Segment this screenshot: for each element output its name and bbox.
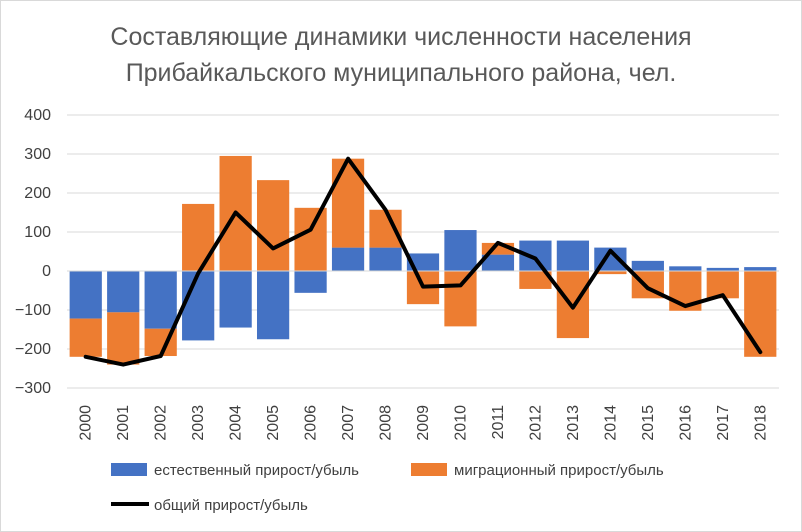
legend-label-natural: естественный прирост/убыль <box>154 462 359 479</box>
x-tick-label-2011: 2011 <box>490 405 507 440</box>
bar-migration-2003 <box>182 203 215 271</box>
bar-migration-2014 <box>594 271 627 275</box>
y-tick-label: 0 <box>42 263 51 280</box>
y-tick-label: 100 <box>24 224 51 241</box>
bar-migration-2018 <box>744 271 777 357</box>
bar-natural-2006 <box>294 271 327 293</box>
y-tick-label: 400 <box>24 107 51 124</box>
y-tick-label: −100 <box>15 302 51 319</box>
x-tick-label-2007: 2007 <box>340 405 357 441</box>
x-tick-label-2005: 2005 <box>265 405 282 441</box>
bar-natural-2002 <box>144 271 177 329</box>
total-line <box>83 156 763 367</box>
x-tick-label-2008: 2008 <box>378 405 395 441</box>
x-tick-label-2014: 2014 <box>602 405 619 441</box>
bar-natural-2008 <box>369 247 402 271</box>
x-tick-label-2001: 2001 <box>115 405 132 441</box>
x-tick-label-2009: 2009 <box>415 405 432 441</box>
bar-natural-2011 <box>481 254 515 271</box>
bar-natural-2013 <box>556 240 590 271</box>
bar-natural-2018 <box>744 267 777 271</box>
bar-natural-2015 <box>631 260 664 271</box>
y-tick-label: −200 <box>15 341 51 358</box>
y-tick-label: 200 <box>24 185 51 202</box>
chart-title-line-2: Прибайкальского муниципального района, ч… <box>126 59 677 87</box>
x-tick-label-2010: 2010 <box>452 405 469 441</box>
bars <box>69 155 777 365</box>
chart-title-line-1: Составляющие динамики численности населе… <box>110 23 691 51</box>
bar-migration-2011 <box>481 242 515 255</box>
legend-swatch-natural <box>111 463 147 476</box>
bar-natural-2010 <box>444 230 477 271</box>
bar-migration-2006 <box>294 207 327 271</box>
legend-swatch-migration <box>411 463 447 476</box>
bar-migration-2001 <box>107 312 140 365</box>
bar-natural-2000 <box>69 271 102 319</box>
bar-natural-2001 <box>107 271 140 313</box>
legend: естественный прирост/убыль миграционный п… <box>111 462 664 514</box>
x-tick-label-2016: 2016 <box>677 405 694 441</box>
x-tick-label-2017: 2017 <box>715 405 732 441</box>
bar-natural-2005 <box>256 271 290 340</box>
bar-natural-2007 <box>331 247 365 271</box>
bar-natural-2017 <box>706 267 739 271</box>
x-tick-label-2006: 2006 <box>303 405 320 441</box>
legend-label-total: общий прирост/убыль <box>154 497 308 514</box>
bar-migration-2005 <box>256 180 290 271</box>
bar-migration-2000 <box>69 318 102 357</box>
x-tick-label-2018: 2018 <box>752 405 769 441</box>
y-tick-label: 300 <box>24 146 51 163</box>
x-tick-label-2004: 2004 <box>228 405 245 441</box>
x-tick-label-2015: 2015 <box>640 405 657 441</box>
x-tick-label-2013: 2013 <box>565 405 582 441</box>
x-axis-ticks: 2000 2001 2002 2003 2004 2005 2006 2007 2008 2009… <box>78 405 770 441</box>
x-tick-label-2012: 2012 <box>527 405 544 441</box>
y-axis-ticks: −300 −200 −100 0 100 200 300 400 <box>15 107 51 397</box>
x-tick-label-2002: 2002 <box>153 405 170 441</box>
y-tick-label: −300 <box>15 380 51 397</box>
x-tick-label-2000: 2000 <box>78 405 95 441</box>
bar-natural-2016 <box>669 266 702 271</box>
x-tick-label-2003: 2003 <box>190 405 207 441</box>
legend-label-migration: миграционный прирост/убыль <box>454 462 664 479</box>
bar-migration-2012 <box>519 271 552 289</box>
bar-natural-2004 <box>219 271 252 328</box>
bar-natural-2003 <box>182 271 215 341</box>
total-series-line <box>83 156 763 367</box>
bar-migration-2010 <box>444 271 477 327</box>
